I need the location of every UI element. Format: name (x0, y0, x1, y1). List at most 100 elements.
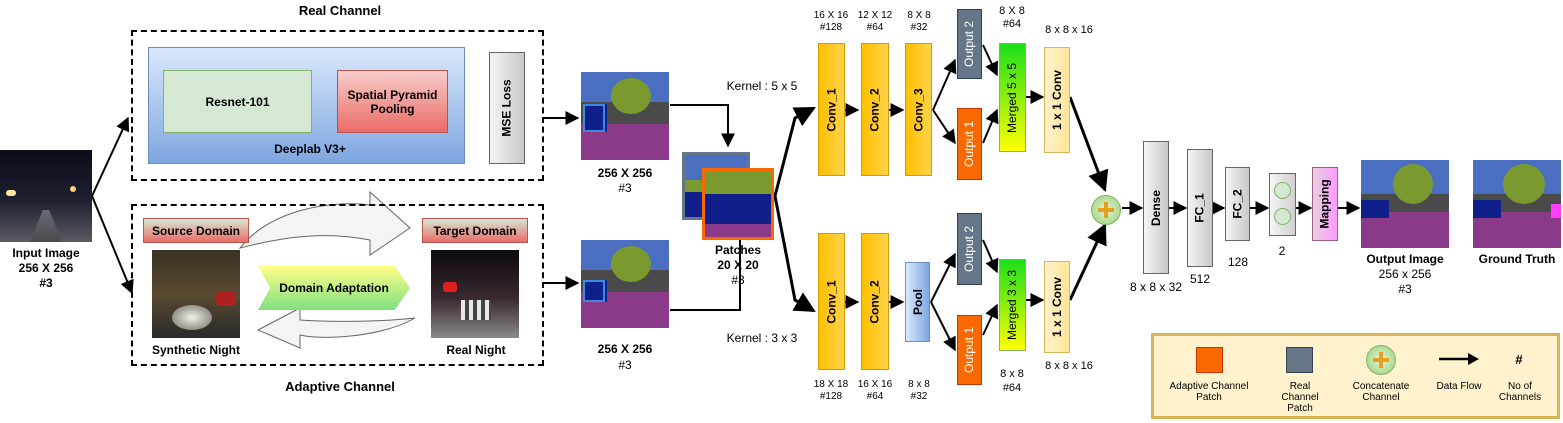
real-channel-box (131, 30, 544, 181)
bottom-output1-block: Output 1 (957, 315, 982, 385)
top-1x1-conv-label: 1 x 1 Conv (1050, 69, 1064, 131)
neuron-icon (1274, 208, 1291, 225)
input-label-2: 256 X 256 (18, 261, 74, 275)
bottom-output2-label: Output 2 (962, 225, 977, 273)
source-domain-label: Source Domain (151, 223, 241, 238)
plus-icon (1092, 196, 1120, 224)
bottom-merged-block: Merged 3 x 3 (999, 259, 1026, 351)
top-conv3-block: Conv_3 (905, 43, 932, 176)
mse-loss-box: MSE Loss (489, 52, 525, 164)
input-label-3: #3 (39, 276, 53, 290)
ground-truth-label: Ground Truth (1478, 252, 1556, 266)
patches-label-3: #3 (731, 273, 745, 287)
dense-dim: 8 x 8 x 32 (1129, 280, 1183, 294)
dim-top-conv2-b: #64 (866, 22, 884, 33)
output-neurons (1269, 173, 1296, 236)
dim-bottom-conv1-a: 18 X 18 (813, 379, 849, 390)
dim-top-conv3-a: 8 X 8 (907, 10, 931, 21)
legend-box: Adaptive Channel Patch Real Channel Patc… (1151, 333, 1560, 419)
concatenate-node (1091, 195, 1121, 225)
fc2-label: FC_2 (1230, 189, 1245, 219)
input-label-1: Input Image (12, 246, 80, 260)
out-dim: 2 (1278, 244, 1286, 258)
dim-bottom-conv2-a: 16 X 16 (857, 379, 893, 390)
legend-real-patch-label: Real Channel Patch (1281, 381, 1319, 414)
bottom-merged-label: Merged 3 x 3 (1005, 269, 1020, 341)
target-domain-box: Target Domain (422, 218, 528, 243)
dense-block: Dense (1143, 141, 1169, 274)
domain-adaptation-arrow: Domain Adaptation (258, 266, 410, 310)
adaptive-channel-box (131, 204, 544, 366)
dim-bottom-merged-b: #64 (1002, 382, 1022, 394)
resnet-label: Resnet-101 (205, 94, 270, 109)
top-conv1-block: Conv_1 (818, 43, 845, 176)
real-channel-title: Real Channel (298, 3, 382, 18)
bottom-1x1-conv-block: 1 x 1 Conv (1044, 261, 1070, 353)
dim-bottom-pool-a: 8 x 8 (908, 379, 930, 390)
kernel-top-label: Kernel : 5 x 5 (726, 79, 798, 93)
patches-label-2: 20 X 20 (717, 258, 759, 272)
deeplab-label: Deeplab V3+ (274, 142, 346, 156)
top-1x1-conv-block: 1 x 1 Conv (1044, 47, 1070, 153)
fc1-dim: 512 (1189, 272, 1211, 286)
mapping-block: Mapping (1312, 167, 1338, 241)
top-output2-label: Output 2 (962, 20, 977, 68)
spp-box: Spatial Pyramid Pooling (337, 70, 448, 133)
resnet-box: Resnet-101 (163, 70, 312, 133)
bottom-output1-label: Output 1 (962, 326, 977, 374)
bottom-conv1-label: Conv_1 (824, 279, 839, 324)
bottom-pool-label: Pool (910, 289, 925, 315)
output-label-3: #3 (1398, 282, 1412, 296)
bottom-output2-block: Output 2 (957, 213, 982, 285)
bottom-pool-block: Pool (905, 262, 930, 342)
target-domain-label: Target Domain (433, 223, 517, 238)
source-domain-box: Source Domain (143, 218, 249, 243)
legend-adaptive-patch-label: Adaptive Channel Patch (1169, 381, 1249, 403)
output-label-1: Output Image (1366, 252, 1444, 266)
adaptive-channel-patch (702, 168, 774, 240)
dim-bottom-merged-a: 8 x 8 (1000, 368, 1024, 380)
spp-label: Spatial Pyramid Pooling (347, 87, 438, 116)
mse-loss-label: MSE Loss (500, 79, 515, 137)
dim-top-conv2-a: 12 X 12 (857, 10, 893, 21)
dim-bottom-conv1x1: 8 x 8 x 16 (1045, 360, 1093, 372)
top-output1-label: Output 1 (962, 120, 977, 168)
bottom-conv2-block: Conv_2 (861, 233, 889, 370)
seg-bottom-label-2: #3 (618, 358, 632, 372)
legend-hash-symbol: # (1515, 352, 1523, 367)
bottom-conv2-label: Conv_2 (868, 279, 883, 324)
top-conv2-block: Conv_2 (861, 43, 889, 176)
top-output2-block: Output 2 (957, 9, 982, 79)
top-merged-label: Merged 5 x 5 (1005, 62, 1020, 133)
dim-top-merged-a: 8 X 8 (999, 5, 1025, 17)
seg-bottom-label-1: 256 X 256 (597, 342, 653, 356)
fc2-block: FC_2 (1225, 167, 1250, 241)
dim-top-conv1x1: 8 x 8 x 16 (1045, 24, 1093, 36)
synthetic-night-label: Synthetic Night (151, 343, 240, 357)
seg-image-bottom (581, 240, 669, 328)
legend-data-flow-arrow-icon (1439, 353, 1479, 365)
dim-bottom-conv1-b: #128 (819, 391, 843, 402)
dim-top-conv3-b: #32 (910, 22, 928, 33)
legend-concatenate-label: Concatenate Channel (1352, 381, 1410, 403)
input-image (0, 150, 92, 242)
bottom-conv1-block: Conv_1 (818, 233, 845, 370)
kernel-bottom-label: Kernel : 3 x 3 (726, 331, 798, 345)
fc1-block: FC_1 (1187, 149, 1213, 267)
fc1-label: FC_1 (1193, 193, 1207, 223)
ground-truth-image (1473, 160, 1561, 248)
dim-bottom-conv2-b: #64 (866, 391, 884, 402)
real-night-label: Real Night (446, 343, 506, 357)
legend-adaptive-patch-swatch (1196, 347, 1223, 373)
seg-image-top (581, 72, 669, 160)
top-merged-block: Merged 5 x 5 (999, 43, 1026, 152)
dim-top-conv1-b: #128 (819, 22, 843, 33)
seg-top-label-2: #3 (618, 181, 632, 195)
mapping-label: Mapping (1318, 179, 1333, 229)
legend-data-flow-label: Data Flow (1436, 381, 1482, 392)
top-conv2-label: Conv_2 (868, 87, 883, 132)
dense-label: Dense (1149, 189, 1163, 226)
dim-top-merged-b: #64 (1002, 18, 1022, 30)
output-label-2: 256 x 256 (1378, 267, 1432, 281)
